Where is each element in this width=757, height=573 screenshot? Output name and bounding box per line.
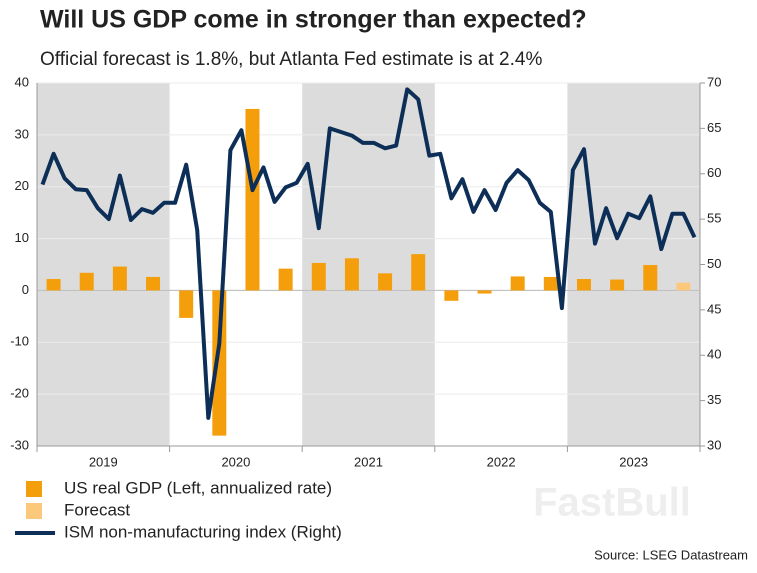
y-tick-label: 10 (15, 230, 29, 245)
legend-label: Forecast (64, 500, 130, 519)
bar (378, 273, 393, 291)
y-tick-label: 30 (15, 126, 29, 141)
y-tick-label: -20 (10, 386, 29, 401)
bar (311, 262, 326, 291)
y2-tick-label: 55 (707, 211, 721, 226)
year-band (567, 83, 700, 446)
year-band (37, 83, 170, 446)
bar (278, 268, 293, 291)
bar (510, 276, 525, 291)
bar (112, 266, 127, 291)
bar (46, 279, 61, 291)
y2-tick-label: 70 (707, 74, 721, 89)
bar (576, 279, 591, 291)
bar (179, 290, 194, 318)
y2-tick-label: 50 (707, 256, 721, 271)
y-tick-label: 0 (22, 282, 29, 297)
y2-tick-label: 30 (707, 437, 721, 452)
line (40, 87, 697, 420)
bar (610, 279, 625, 291)
bar (477, 290, 492, 294)
bar (79, 272, 94, 291)
bar (676, 282, 691, 291)
legend-label: US real GDP (Left, annualized rate) (64, 478, 332, 497)
source: Source: LSEG Datastream (594, 547, 748, 562)
chart-subtitle: Official forecast is 1.8%, but Atlanta F… (40, 49, 542, 70)
y2-tick-label: 45 (707, 301, 721, 316)
plot (37, 82, 700, 447)
y-tick-label: 20 (15, 178, 29, 193)
bar (245, 108, 260, 291)
bar (543, 276, 558, 291)
y-tick-label: 40 (15, 74, 29, 89)
bar (411, 254, 426, 291)
bar (212, 290, 227, 436)
y-tick-label: -10 (10, 334, 29, 349)
legend-swatch (26, 503, 42, 519)
legend-swatch (26, 481, 42, 497)
legend-label: ISM non-manufacturing index (Right) (64, 522, 342, 541)
y2-tick-label: 65 (707, 120, 721, 135)
x-tick-label: 2019 (89, 454, 118, 469)
x-tick-label: 2021 (354, 454, 383, 469)
bar (146, 276, 161, 291)
y2-tick-label: 35 (707, 392, 721, 407)
x-tick-label: 2022 (487, 454, 516, 469)
chart-title: Will US GDP come in stronger than expect… (40, 6, 587, 34)
bar (344, 258, 359, 291)
bar (643, 265, 658, 291)
y2-tick-label: 60 (707, 165, 721, 180)
watermark: FastBull (533, 481, 691, 525)
y2-tick-label: 40 (707, 347, 721, 362)
bar (444, 290, 459, 301)
x-tick-label: 2023 (619, 454, 648, 469)
x-tick-label: 2020 (221, 454, 250, 469)
y-tick-label: -30 (10, 437, 29, 452)
